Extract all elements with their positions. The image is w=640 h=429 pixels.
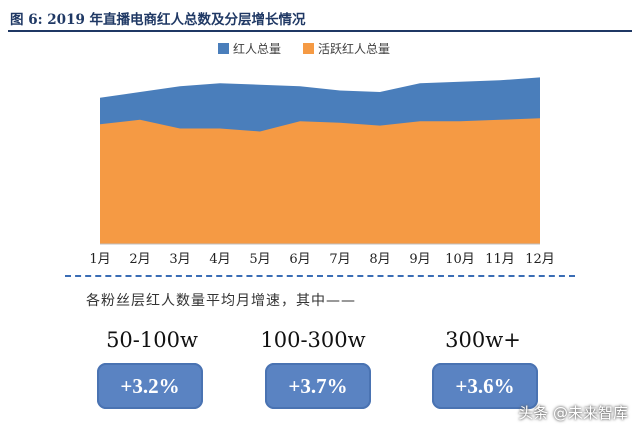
- legend-item-active: 活跃红人总量: [303, 40, 390, 57]
- chart-legend: 红人总量 活跃红人总量: [218, 40, 390, 56]
- legend-swatch-total: [218, 42, 229, 54]
- x-tick-label: 6月: [289, 252, 310, 267]
- x-tick-label: 10月: [445, 252, 475, 267]
- x-tick-label: 9月: [409, 252, 430, 267]
- growth-intro-text: 各粉丝层红人数量平均月增速，其中——: [86, 293, 356, 309]
- x-tick-label: 7月: [329, 252, 350, 267]
- tier-growth-value-300w-plus: +3.6%: [455, 373, 515, 398]
- x-tick-label: 12月: [525, 252, 555, 267]
- section-divider: [65, 275, 575, 277]
- tier-label-100-300w: 100-300w: [260, 328, 366, 352]
- legend-label-active: 活跃红人总量: [318, 41, 391, 56]
- legend-swatch-active: [303, 42, 315, 54]
- figure-title: 图 6: 2019 年直播电商红人总数及分层增长情况: [10, 12, 306, 28]
- tier-growth-box-100-300w: +3.7%: [265, 363, 371, 409]
- tier-growth-value-100-300w: +3.7%: [288, 373, 348, 398]
- tier-growth-box-300w-plus: +3.6%: [432, 363, 538, 409]
- tier-label-50-100w: 50-100w: [106, 328, 198, 352]
- area-chart: 1月 2月 3月 4月 5月 6月 7月 8月 9月 10月 11月 12月: [89, 77, 555, 267]
- x-tick-label: 5月: [249, 252, 270, 267]
- x-tick-label: 1月: [89, 252, 110, 267]
- tier-growth-value-50-100w: +3.2%: [120, 373, 180, 398]
- legend-item-total: 红人总量: [218, 40, 281, 57]
- tier-label-300w-plus: 300w+: [445, 328, 521, 352]
- area-series-active: [100, 118, 540, 244]
- x-tick-label: 3月: [169, 252, 190, 267]
- tier-growth-box-50-100w: +3.2%: [97, 363, 203, 409]
- x-tick-label: 8月: [369, 252, 390, 267]
- figure-title-bar: 图 6: 2019 年直播电商红人总数及分层增长情况: [8, 4, 632, 32]
- x-tick-label: 11月: [485, 252, 515, 267]
- legend-label-total: 红人总量: [233, 41, 282, 56]
- x-tick-label: 4月: [209, 252, 230, 267]
- x-tick-label: 2月: [129, 252, 150, 267]
- watermark: 头条 @未来智库: [518, 404, 628, 422]
